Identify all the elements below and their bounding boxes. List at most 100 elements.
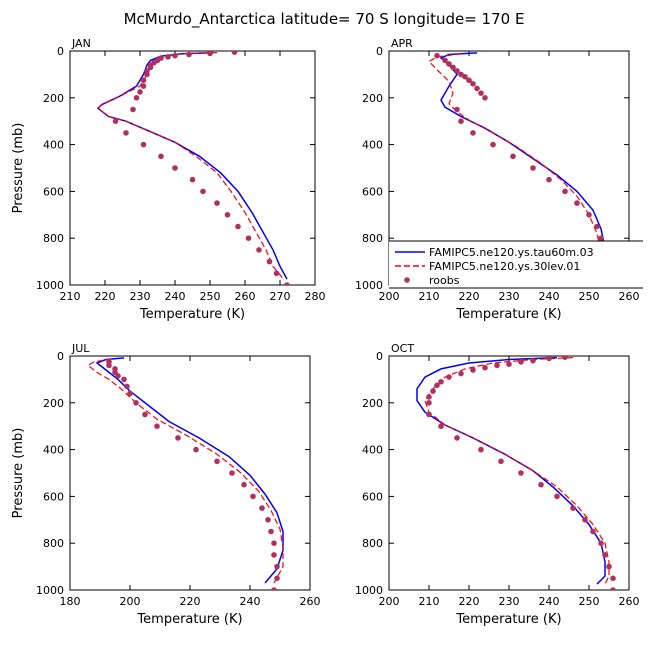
data-point-roobs [478, 90, 484, 96]
data-point-roobs [175, 435, 181, 441]
x-tick-label: 250 [200, 290, 221, 303]
x-tick-label: 220 [95, 290, 116, 303]
x-tick-label: 200 [379, 290, 400, 303]
data-point-roobs [458, 370, 464, 377]
panel-oct: 200 210 220 230 240 250 260 0 200 400 600 800 1000 OC… [355, 342, 640, 627]
x-tick-label: 230 [499, 595, 520, 608]
data-point-roobs [229, 470, 235, 476]
data-point-roobs [546, 176, 552, 183]
data-point-roobs [466, 77, 472, 84]
data-point-roobs [259, 505, 265, 511]
series-line-tau60m [95, 357, 284, 584]
x-tick-label: 260 [619, 290, 640, 303]
data-point-roobs [446, 61, 452, 67]
data-point-roobs [438, 378, 444, 385]
y-tick-label: 200 [362, 92, 383, 105]
x-tick-label: 270 [270, 290, 291, 303]
data-point-roobs [265, 517, 271, 523]
x-tick-label: 250 [579, 595, 600, 608]
data-point-roobs [123, 130, 129, 136]
data-point-roobs [470, 80, 476, 87]
data-point-roobs [602, 552, 608, 558]
data-point-roobs [245, 235, 252, 241]
data-point-roobs [271, 540, 277, 546]
y-tick-label: 0 [57, 350, 64, 363]
data-point-roobs [518, 470, 524, 476]
x-axis-label: Temperature (K) [136, 612, 242, 627]
data-point-roobs [494, 362, 500, 369]
data-point-roobs [172, 52, 178, 59]
series-line-30lev [424, 357, 610, 585]
series-group [86, 357, 284, 590]
x-tick-label: 260 [619, 595, 640, 608]
x-tick-label: 240 [539, 595, 560, 608]
data-point-roobs [458, 118, 464, 124]
data-point-roobs [610, 575, 616, 582]
data-point-roobs [554, 493, 560, 500]
data-point-roobs [454, 106, 460, 113]
data-point-roobs [498, 458, 504, 465]
data-point-roobs [594, 223, 600, 230]
x-tick-label: 200 [379, 595, 400, 608]
data-point-roobs [426, 411, 432, 418]
data-point-roobs [186, 51, 192, 58]
data-point-roobs [189, 176, 196, 183]
data-point-roobs [426, 394, 432, 400]
panel-label: JAN [71, 37, 91, 50]
data-point-roobs [271, 587, 277, 590]
y-tick-label: 0 [376, 350, 383, 363]
data-point-roobs [474, 85, 480, 92]
y-tick-label: 600 [43, 185, 64, 198]
data-point-roobs [133, 400, 139, 406]
data-point-roobs [426, 400, 432, 406]
y-tick-label: 1000 [36, 279, 64, 292]
data-point-roobs [165, 54, 171, 60]
y-tick-label: 600 [362, 490, 383, 503]
y-tick-label: 800 [43, 232, 64, 245]
data-point-roobs [430, 388, 436, 394]
data-point-roobs [610, 587, 616, 590]
data-point-roobs [274, 575, 280, 582]
x-tick-label: 210 [419, 290, 440, 303]
data-point-roobs [518, 359, 524, 365]
data-point-roobs [506, 361, 512, 367]
y-tick-label: 200 [362, 397, 383, 410]
y-tick-label: 0 [376, 45, 383, 58]
data-point-roobs [271, 552, 277, 558]
data-point-roobs [274, 563, 280, 570]
data-point-roobs [231, 51, 238, 55]
y-axis-label: Pressure (mb) [11, 428, 26, 519]
panel-label: OCT [391, 342, 414, 355]
y-tick-label: 400 [43, 139, 64, 152]
data-point-roobs [590, 528, 596, 535]
x-tick-label: 210 [419, 595, 440, 608]
data-point-roobs [598, 540, 604, 546]
data-point-roobs [478, 446, 484, 453]
y-tick-label: 600 [362, 185, 383, 198]
x-tick-label: 210 [60, 290, 81, 303]
series-group [428, 52, 620, 285]
legend-label-30lev: FAMIPC5.ne120.ys.30lev.01 [429, 260, 580, 273]
plot-frame [388, 355, 630, 591]
x-tick-label: 230 [499, 290, 520, 303]
panel-label: APR [391, 37, 413, 50]
y-tick-label: 400 [43, 444, 64, 457]
x-tick-label: 250 [579, 290, 600, 303]
series-line-tau60m [416, 356, 606, 585]
y-tick-label: 200 [43, 397, 64, 410]
data-point-roobs [121, 376, 127, 383]
data-point-roobs [140, 77, 147, 84]
data-point-roobs [193, 446, 199, 453]
x-tick-label: 180 [60, 595, 81, 608]
data-point-roobs [137, 89, 143, 95]
data-point-roobs [127, 390, 133, 397]
data-point-roobs [140, 83, 147, 89]
data-point-roobs [482, 364, 488, 371]
data-point-roobs [266, 258, 273, 265]
y-axis-label: Pressure (mb) [11, 123, 26, 214]
data-point-roobs [214, 200, 220, 206]
data-point-roobs [284, 282, 290, 285]
series-line-30lev [97, 52, 284, 280]
data-point-roobs [598, 235, 604, 241]
data-point-roobs [250, 493, 256, 500]
